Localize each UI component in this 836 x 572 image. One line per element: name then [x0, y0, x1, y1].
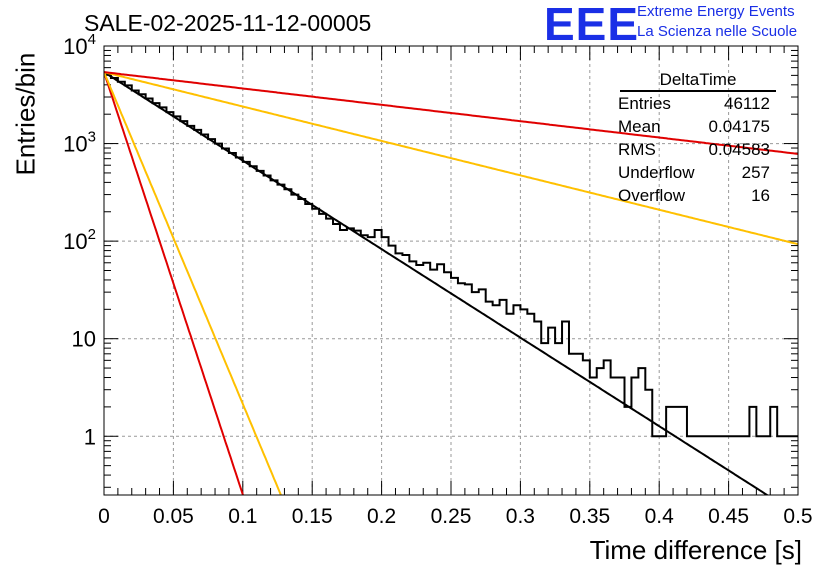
eee-logo: EEE: [544, 0, 640, 50]
x-tick-label: 0.2: [367, 505, 396, 528]
y-tick-label: 10: [72, 327, 96, 352]
x-tick-label: 0: [98, 505, 110, 528]
stats-row: Entries 46112: [610, 92, 780, 115]
stats-row: Underflow 257: [610, 161, 780, 184]
stats-value: 0.04583: [708, 140, 770, 159]
x-tick-label: 0.1: [228, 505, 257, 528]
series-red-steep: [104, 71, 244, 495]
series-red-shallow: [104, 71, 798, 155]
x-tick-label: 0.4: [645, 505, 675, 528]
x-axis-label: Time difference [s]: [589, 535, 802, 565]
x-tick-label: 0.35: [569, 505, 610, 528]
series-yellow-shallow: [104, 71, 798, 246]
chart-title: SALE-02-2025-11-12-00005: [84, 10, 372, 36]
x-tick-label: 0.5: [783, 505, 812, 528]
x-tick-label: 0.15: [292, 505, 333, 528]
x-tick-label: 0.25: [431, 505, 472, 528]
stats-label: Underflow: [618, 163, 695, 182]
stats-value: 257: [741, 163, 770, 182]
stats-box: DeltaTime Entries 46112 Mean 0.04175 RMS 0.…: [610, 70, 780, 207]
histogram-series: [104, 72, 798, 438]
stats-label: RMS: [618, 140, 656, 159]
y-tick-label: 104: [63, 31, 96, 59]
stats-label: Overflow: [618, 186, 686, 205]
stats-row: RMS 0.04583: [610, 138, 780, 161]
stats-label: Mean: [618, 117, 661, 136]
series-fit: [104, 71, 769, 495]
x-tick-label: 0.45: [708, 505, 749, 528]
y-axis-label: Entries/bin: [10, 52, 41, 176]
logo-line2: La Scienza nelle Scuole: [637, 23, 798, 40]
plot-frame: [103, 45, 799, 496]
stats-row: Mean 0.04175: [610, 115, 780, 138]
y-tick-label: 1: [84, 424, 96, 449]
stats-title: DeltaTime: [620, 70, 776, 92]
x-tick-label: 0.3: [506, 505, 535, 528]
x-tick-label: 0.05: [153, 505, 194, 528]
stats-label: Entries: [618, 94, 671, 113]
y-tick-label: 103: [63, 129, 96, 157]
y-tick-label: 102: [63, 226, 96, 254]
stats-row: Overflow 16: [610, 184, 780, 207]
logo-line1: Extreme Energy Events: [637, 3, 795, 20]
series-yellow-steep: [104, 71, 282, 495]
stats-value: 0.04175: [708, 117, 770, 136]
stats-value: 46112: [723, 94, 770, 113]
stats-value: 16: [751, 186, 770, 205]
